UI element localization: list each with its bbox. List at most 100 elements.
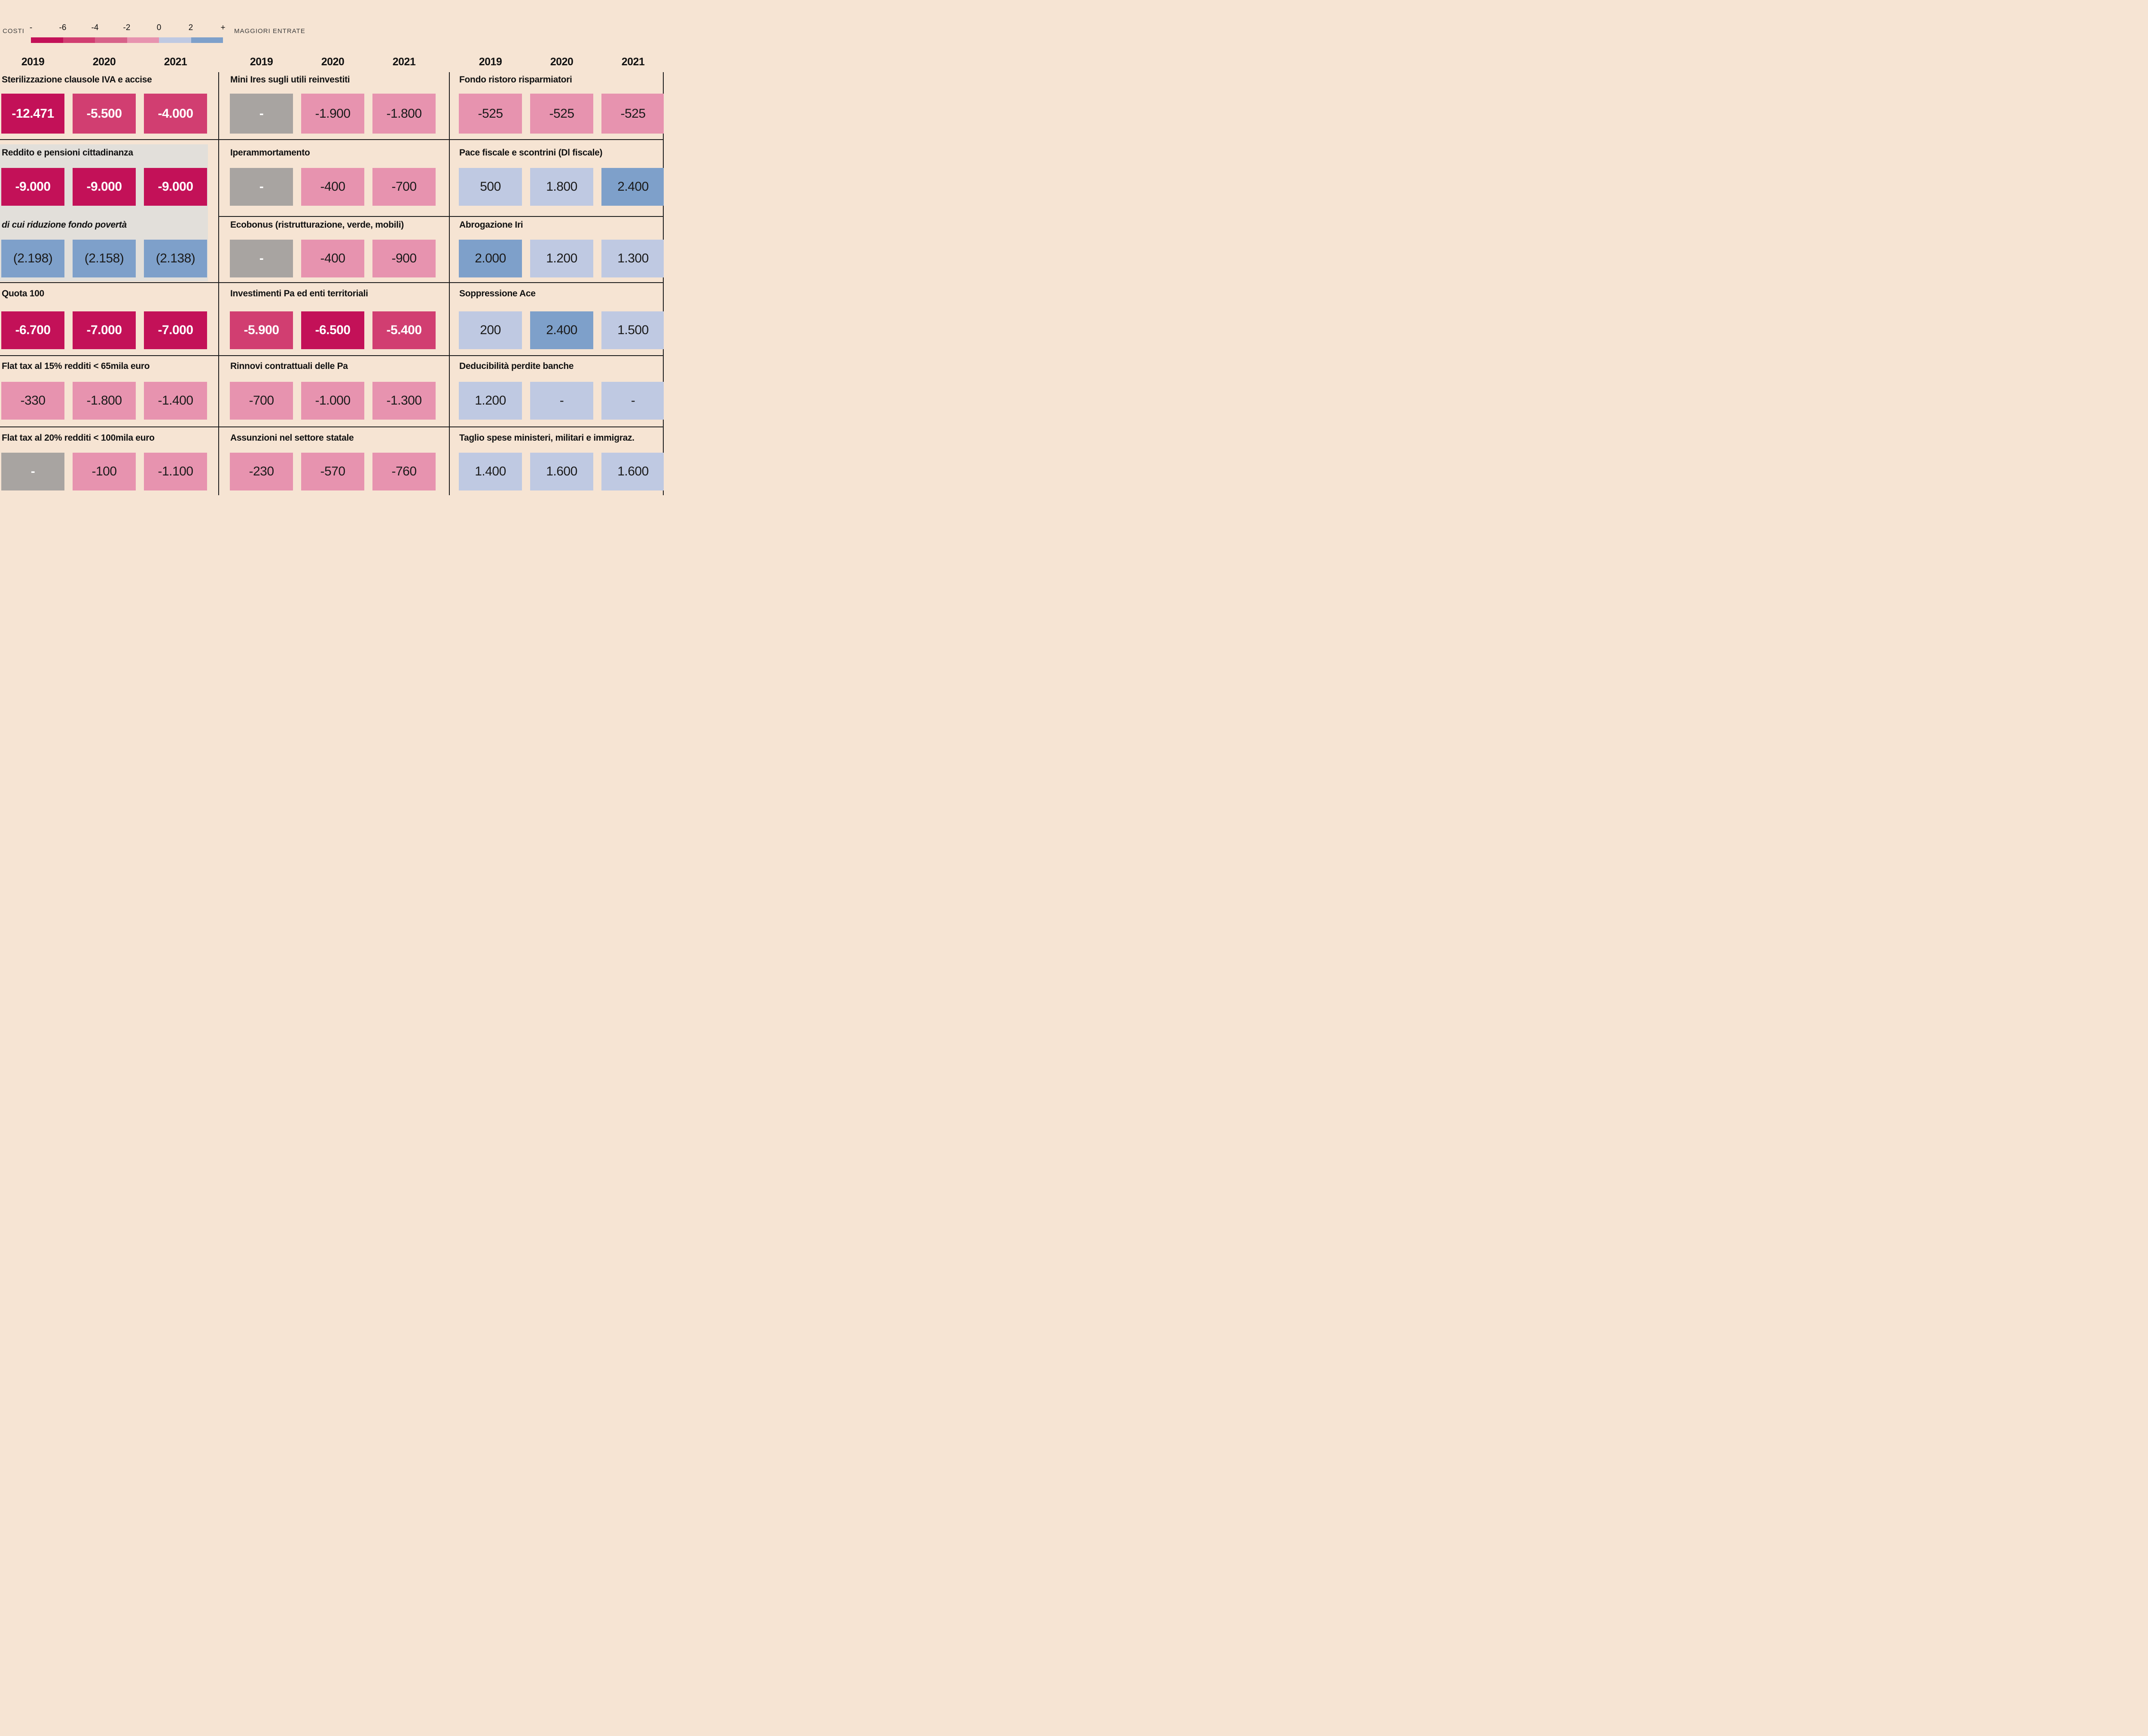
value-cell: -1.800 <box>73 382 136 420</box>
value-cell: -6.700 <box>1 311 64 349</box>
value-cell: 1.800 <box>530 168 593 206</box>
measure-cells: -5.900 -6.500 -5.400 <box>230 311 436 349</box>
budget-heatmap-infographic: COSTI - -6 -4 -2 0 2 + MAGGIORI ENTRATE … <box>0 0 664 495</box>
value-cell: -400 <box>301 240 364 277</box>
value-cell: -525 <box>601 94 664 134</box>
year-header-2019: 2019 <box>479 56 502 68</box>
legend-segment-4 <box>127 37 159 43</box>
measure-label: Reddito e pensioni cittadinanza <box>2 148 133 158</box>
measure-sublabel: di cui riduzione fondo povertà <box>2 220 127 230</box>
value-cell: -1.100 <box>144 453 207 490</box>
column-group-2: 2019 2020 2021 Mini Ires sugli utili rei… <box>230 0 436 495</box>
column-group-1: 2019 2020 2021 Sterilizzazione clausole … <box>1 0 207 495</box>
column-divider-2 <box>449 72 450 495</box>
measure-label: Investimenti Pa ed enti territoriali <box>230 289 368 298</box>
measure-cells: - -400 -900 <box>230 240 436 277</box>
value-cell: (2.158) <box>73 240 136 277</box>
legend-color-bar <box>31 37 223 43</box>
measure-cells: -700 -1.000 -1.300 <box>230 382 436 420</box>
value-cell: (2.198) <box>1 240 64 277</box>
measure-label: Soppressione Ace <box>459 289 536 298</box>
measure-cells: - -1.900 -1.800 <box>230 94 436 134</box>
measure-cells: -525 -525 -525 <box>459 94 664 134</box>
legend-tick-0: 0 <box>156 23 162 32</box>
value-cell: 1.200 <box>459 382 522 420</box>
value-cell: - <box>230 240 293 277</box>
year-header-2021: 2021 <box>164 56 187 68</box>
measure-label: Fondo ristoro risparmiatori <box>459 75 572 85</box>
value-cell: -12.471 <box>1 94 64 134</box>
value-cell: -900 <box>372 240 436 277</box>
value-cell: -330 <box>1 382 64 420</box>
value-cell: -1.900 <box>301 94 364 134</box>
value-cell: -525 <box>530 94 593 134</box>
measure-cells: 1.400 1.600 1.600 <box>459 453 664 490</box>
year-header-2019: 2019 <box>21 56 45 68</box>
measure-label: Rinnovi contrattuali delle Pa <box>230 361 348 371</box>
measure-cells: 2.000 1.200 1.300 <box>459 240 664 277</box>
measure-label: Deducibilità perdite banche <box>459 361 574 371</box>
legend-tick-plus: + <box>220 23 226 32</box>
value-cell: -4.000 <box>144 94 207 134</box>
measure-cells: (2.198) (2.158) (2.138) <box>1 240 207 277</box>
row-divider-2 <box>219 216 664 217</box>
value-cell: -1.400 <box>144 382 207 420</box>
value-cell: -1.300 <box>372 382 436 420</box>
value-cell: - <box>1 453 64 490</box>
row-divider-1 <box>0 139 664 140</box>
legend-segment-1 <box>31 37 63 43</box>
value-cell: 500 <box>459 168 522 206</box>
value-cell: -570 <box>301 453 364 490</box>
measure-label: Abrogazione Iri <box>459 220 523 230</box>
value-cell: 2.000 <box>459 240 522 277</box>
value-cell: -230 <box>230 453 293 490</box>
legend-tick-m6: -6 <box>59 23 67 32</box>
measure-cells: -330 -1.800 -1.400 <box>1 382 207 420</box>
value-cell: -6.500 <box>301 311 364 349</box>
measure-label: Flat tax al 15% redditi < 65mila euro <box>2 361 150 371</box>
row-divider-5 <box>0 426 664 427</box>
value-cell: -100 <box>73 453 136 490</box>
value-cell: -1.000 <box>301 382 364 420</box>
measure-label: Assunzioni nel settore statale <box>230 433 354 443</box>
measure-cells: - -100 -1.100 <box>1 453 207 490</box>
measure-label: Sterilizzazione clausole IVA e accise <box>2 75 152 85</box>
legend-tick-min: - <box>29 23 33 32</box>
year-header-2021: 2021 <box>392 56 416 68</box>
legend-tick-m2: -2 <box>123 23 131 32</box>
value-cell: - <box>230 94 293 134</box>
value-cell: -9.000 <box>73 168 136 206</box>
measure-label: Ecobonus (ristrutturazione, verde, mobil… <box>230 220 404 230</box>
value-cell: -700 <box>372 168 436 206</box>
legend-segment-2 <box>63 37 95 43</box>
value-cell: 1.300 <box>601 240 664 277</box>
legend-tick-2: 2 <box>188 23 193 32</box>
value-cell: -5.500 <box>73 94 136 134</box>
measure-label: Pace fiscale e scontrini (Dl fiscale) <box>459 148 603 158</box>
measure-cells: -6.700 -7.000 -7.000 <box>1 311 207 349</box>
value-cell: -7.000 <box>144 311 207 349</box>
value-cell: 1.400 <box>459 453 522 490</box>
value-cell: - <box>230 168 293 206</box>
year-header-2020: 2020 <box>321 56 345 68</box>
value-cell: 1.600 <box>601 453 664 490</box>
measure-cells: 200 2.400 1.500 <box>459 311 664 349</box>
value-cell: -9.000 <box>1 168 64 206</box>
value-cell: -7.000 <box>73 311 136 349</box>
value-cell: -5.400 <box>372 311 436 349</box>
column-divider-1 <box>218 72 219 495</box>
legend-tick-m4: -4 <box>91 23 99 32</box>
value-cell: 1.500 <box>601 311 664 349</box>
legend-segment-5 <box>159 37 191 43</box>
row-divider-3 <box>0 282 664 283</box>
value-cell: - <box>530 382 593 420</box>
measure-label: Taglio spese ministeri, militari e immig… <box>459 433 635 443</box>
year-header-2021: 2021 <box>621 56 645 68</box>
year-header-2019: 2019 <box>250 56 273 68</box>
value-cell: -1.800 <box>372 94 436 134</box>
measure-cells: -9.000 -9.000 -9.000 <box>1 168 207 206</box>
value-cell: -400 <box>301 168 364 206</box>
value-cell: -5.900 <box>230 311 293 349</box>
measure-label: Mini Ires sugli utili reinvestiti <box>230 75 350 85</box>
measure-label: Iperammortamento <box>230 148 310 158</box>
